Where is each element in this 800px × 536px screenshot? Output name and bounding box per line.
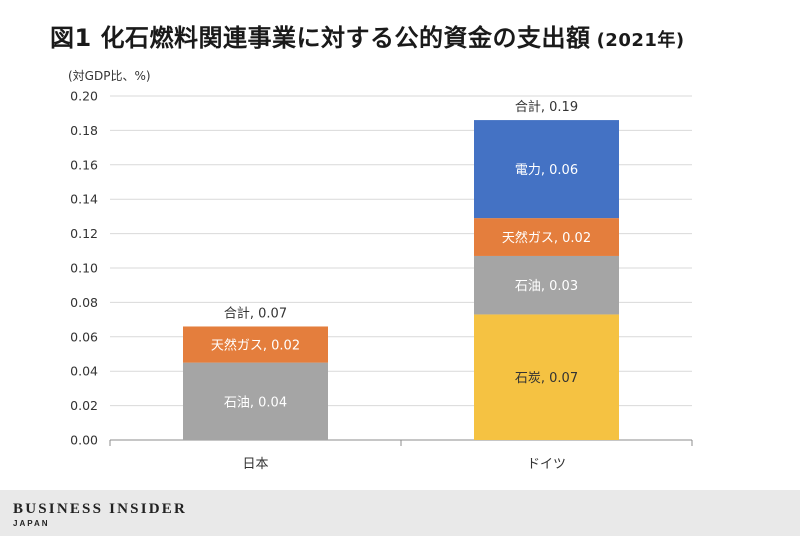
y-tick-label: 0.18 (70, 123, 98, 138)
bar-segment (183, 362, 328, 440)
bar-total-label: 合計, 0.07 (224, 305, 287, 321)
bar-data-label: 石炭, 0.07 (515, 371, 578, 386)
bar-segment (474, 218, 619, 256)
bar-segment (183, 326, 328, 363)
y-tick-label: 0.04 (70, 364, 98, 379)
chart-title-year: (2021年) (596, 30, 685, 51)
y-tick-label: 0.20 (70, 89, 98, 104)
bar-segment (474, 255, 619, 315)
chart-title-main: 図1 化石燃料関連事業に対する公的資金の支出額 (50, 24, 591, 52)
y-tick-label: 0.14 (70, 192, 98, 207)
bar-data-label: 天然ガス, 0.02 (502, 230, 591, 246)
brand-logo: BUSINESS INSIDER (13, 501, 188, 517)
bar-segment (474, 120, 619, 219)
bar-data-label: 石油, 0.03 (515, 279, 578, 294)
y-tick-label: 0.12 (70, 226, 98, 241)
footer-bar: BUSINESS INSIDER JAPAN (0, 490, 800, 536)
y-tick-label: 0.02 (70, 398, 98, 413)
y-tick-label: 0.16 (70, 157, 98, 172)
bar-data-label: 石油, 0.04 (224, 395, 287, 410)
chart-panel: (対GDP比、%) 0.00 0.02 0.04 0.06 0.08 0.10 0.12 0.1… (50, 60, 750, 488)
bar-segment (474, 314, 619, 440)
bar-data-label: 天然ガス, 0.02 (211, 338, 300, 354)
y-tick-label: 0.08 (70, 295, 98, 310)
bar-data-label: 電力, 0.06 (515, 163, 578, 178)
y-tick-label: 0.00 (70, 433, 98, 448)
chart-title: 図1 化石燃料関連事業に対する公的資金の支出額 (2021年) (50, 18, 685, 53)
y-tick-label: 0.10 (70, 261, 98, 276)
stacked-bar-chart: (対GDP比、%) 0.00 0.02 0.04 0.06 0.08 0.10 0.12 0.1… (68, 69, 693, 472)
y-tick-label: 0.06 (70, 329, 98, 344)
x-category-label: ドイツ (527, 457, 566, 472)
bar-total-label: 合計, 0.19 (515, 99, 578, 115)
brand-sub: JAPAN (13, 519, 50, 528)
x-category-label: 日本 (242, 457, 268, 472)
y-axis-unit-label: (対GDP比、%) (68, 69, 151, 83)
